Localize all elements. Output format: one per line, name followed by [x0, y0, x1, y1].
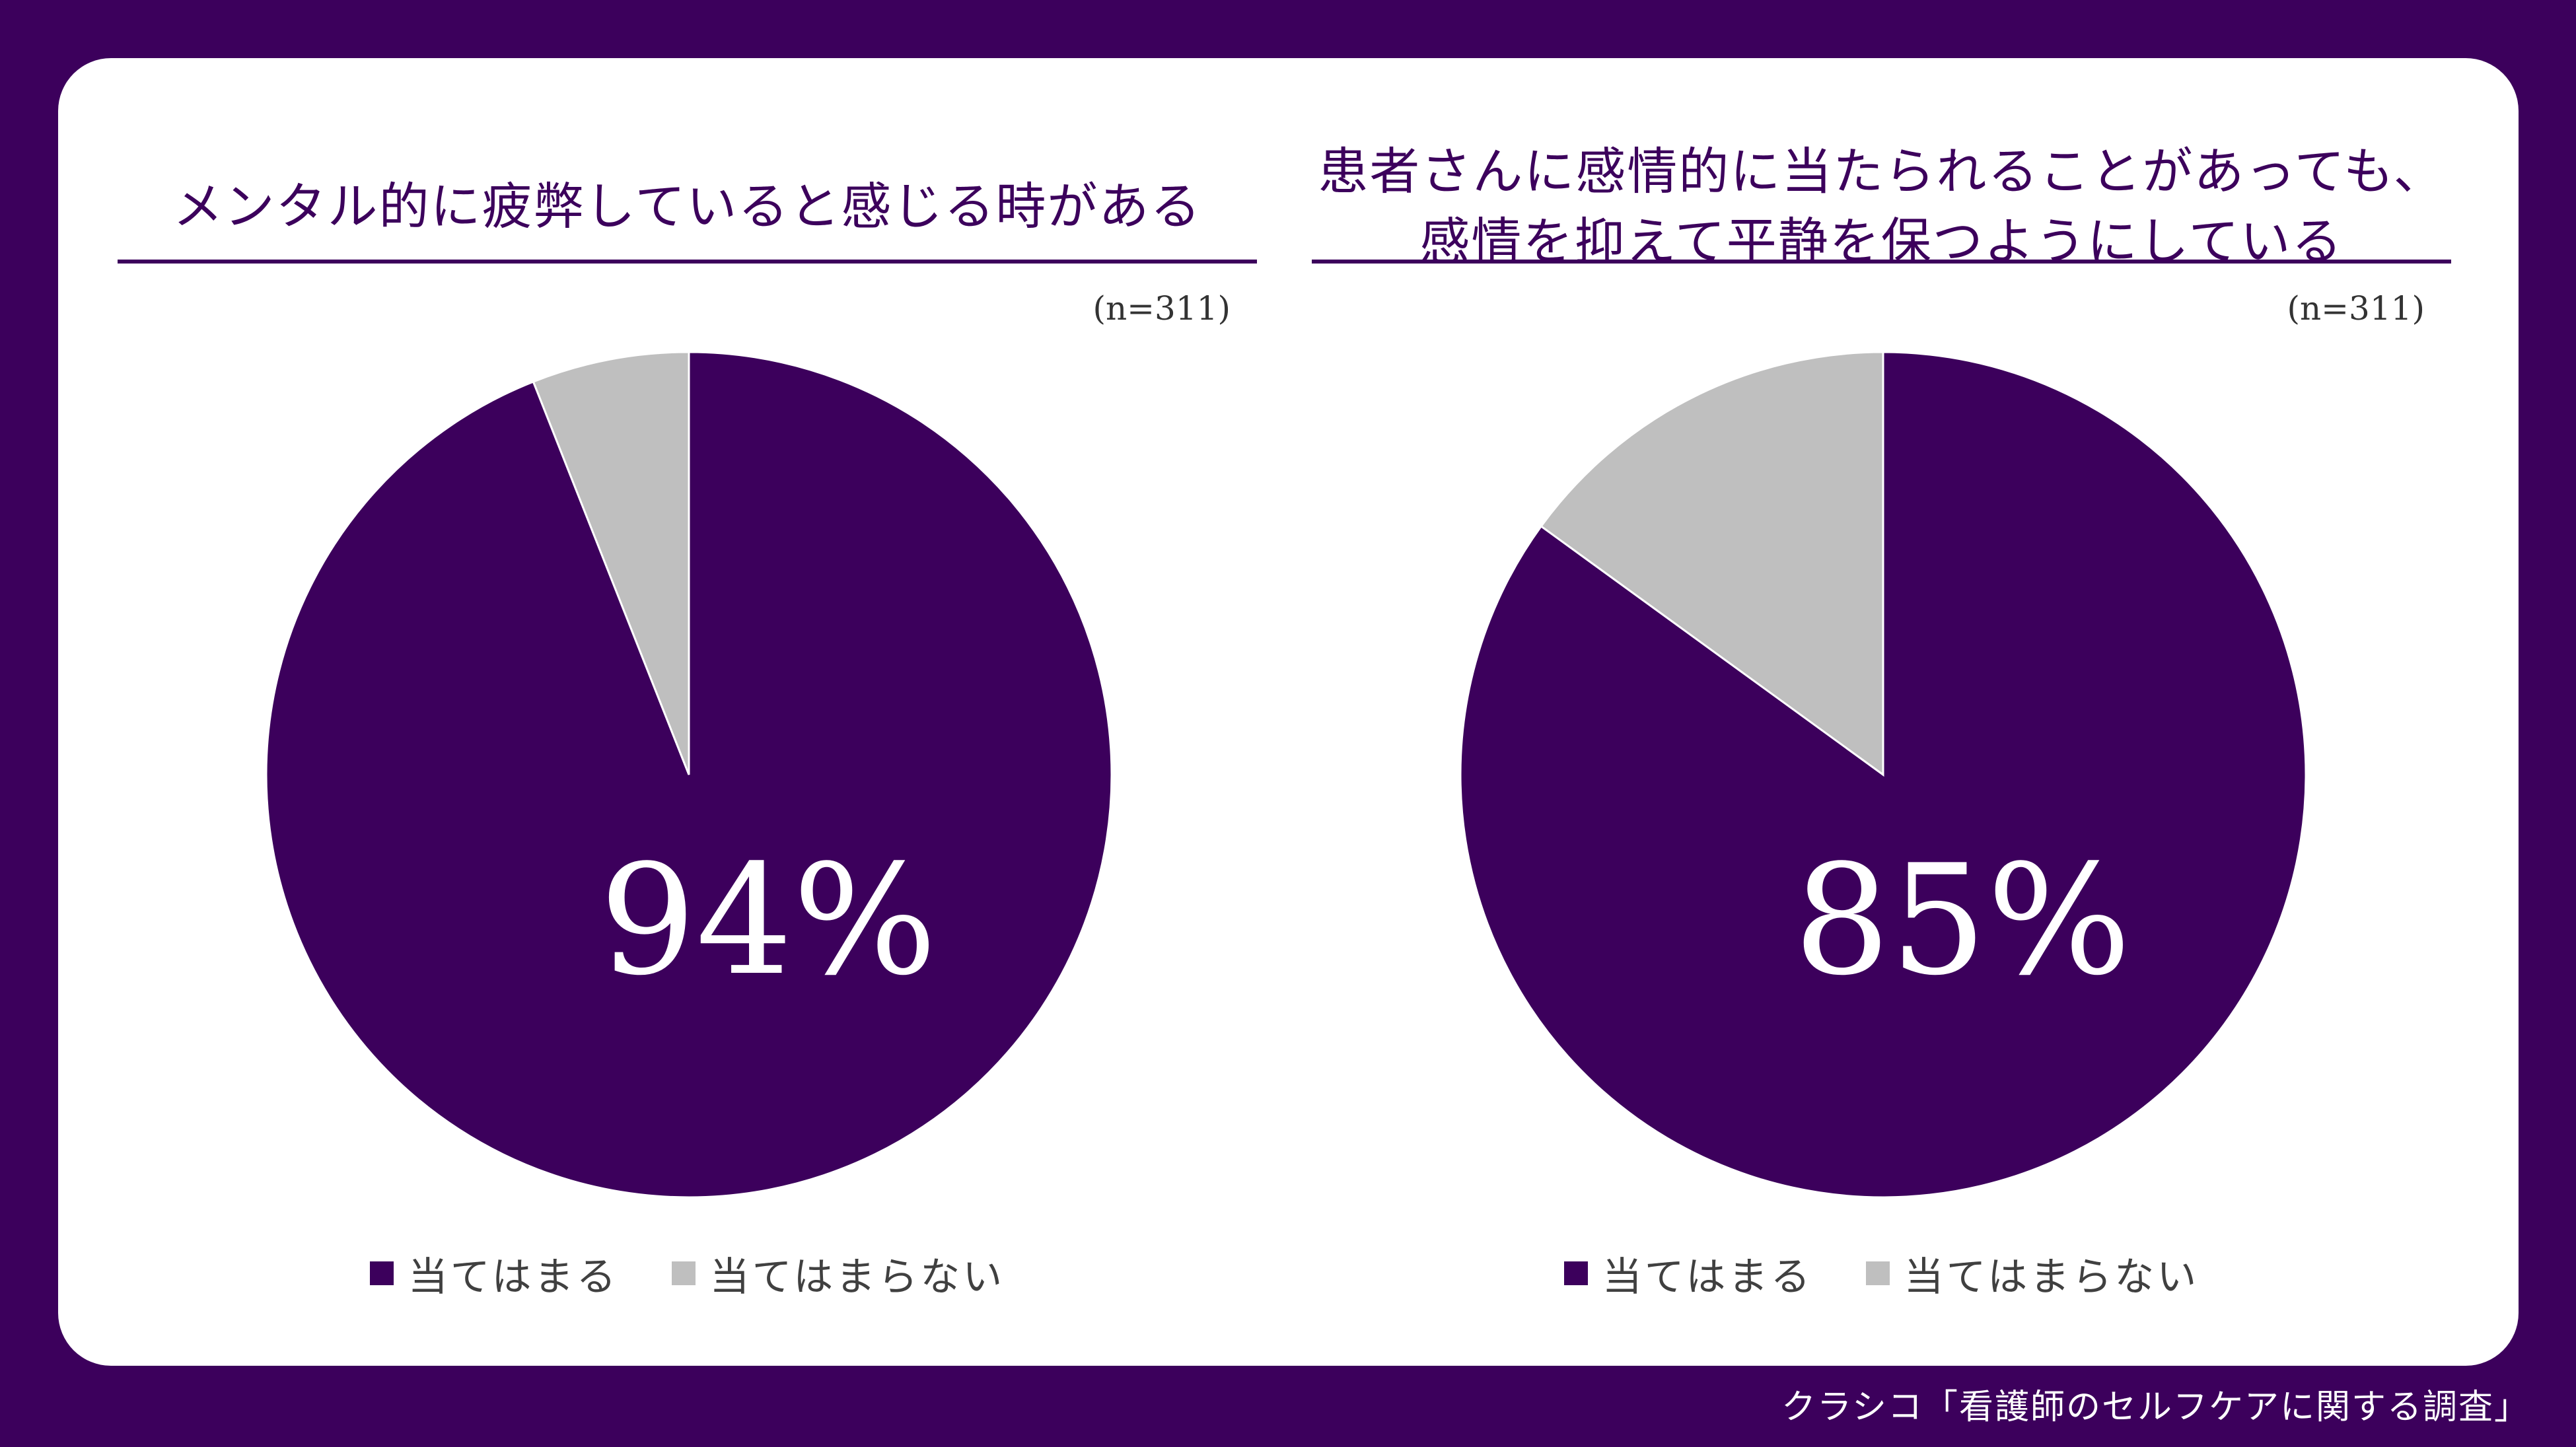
legend-swatch-applies [1563, 1261, 1588, 1285]
chart-legend: 当てはまる 当てはまらない [1312, 1247, 2451, 1300]
legend-label: 当てはまる [1602, 1253, 1813, 1300]
pie-percent-label: 85% [1793, 833, 2131, 1009]
legend-item-not-applies: 当てはまらない [1865, 1245, 2200, 1302]
sample-size-label: (n=311) [1092, 289, 1231, 328]
chart-card: メンタル的に疲弊していると感じる時がある (n=311) 94% 当てはまる 当… [58, 58, 2519, 1366]
legend-item-not-applies: 当てはまらない [671, 1245, 1005, 1302]
title-divider [118, 260, 1257, 264]
pie-slice-not-applies [532, 351, 690, 775]
pie-percent-label: 94% [599, 833, 937, 1009]
chart-legend: 当てはまる 当てはまらない [118, 1247, 1257, 1300]
pie-slice-not-applies [1540, 351, 1884, 777]
chart-title: 患者さんに感情的に当たられることがあっても、 感情を抑えて平静を保つようにしてい… [1318, 142, 2445, 271]
legend-label: 当てはまらない [1904, 1253, 2200, 1300]
legend-item-applies: 当てはまる [369, 1245, 619, 1302]
legend-item-applies: 当てはまる [1563, 1245, 1813, 1302]
pie-chart: 94% [265, 351, 1113, 1199]
title-divider [1312, 260, 2451, 264]
legend-label: 当てはまる [408, 1253, 619, 1300]
legend-label: 当てはまらない [709, 1253, 1005, 1300]
source-credit: クラシコ「看護師のセルフケアに関する調査」 [1781, 1388, 2530, 1427]
chart-panel-mental-fatigue: メンタル的に疲弊していると感じる時がある (n=311) 94% 当てはまる 当… [118, 58, 1257, 1366]
chart-panel-emotional-control: 患者さんに感情的に当たられることがあっても、 感情を抑えて平静を保つようにしてい… [1312, 58, 2451, 1366]
legend-swatch-not-applies [671, 1261, 696, 1285]
pie-chart: 85% [1459, 351, 2307, 1199]
sample-size-label: (n=311) [2287, 289, 2425, 328]
chart-title: メンタル的に疲弊していると感じる時がある [172, 177, 1202, 236]
legend-swatch-not-applies [1865, 1261, 1890, 1285]
legend-swatch-applies [369, 1261, 394, 1285]
